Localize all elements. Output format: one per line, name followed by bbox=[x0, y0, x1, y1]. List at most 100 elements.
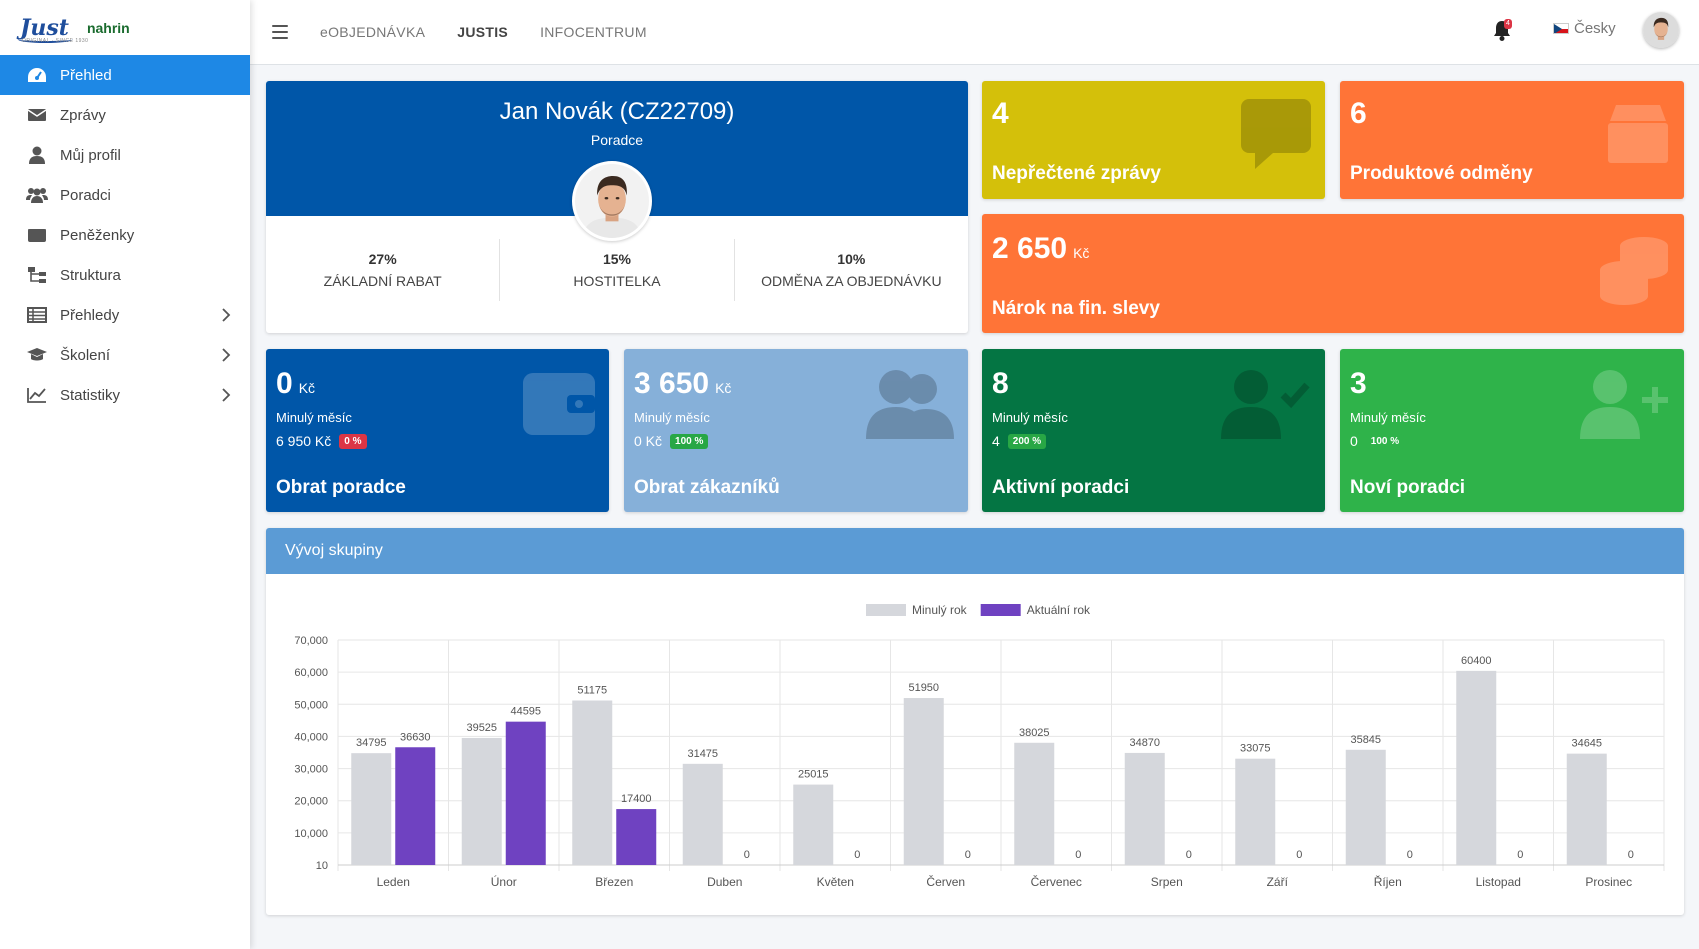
unread-title: Nepřečtené zprávy bbox=[992, 163, 1161, 184]
new-advisors-box[interactable]: 3 Minulý měsíc 0 100 % Noví poradci bbox=[1340, 349, 1684, 512]
customer-turnover-box[interactable]: 3 650 Kč Minulý měsíc 0 Kč 100 % Obrat zák… bbox=[624, 349, 968, 512]
y-tick-label: 60,000 bbox=[294, 667, 328, 679]
group-development-chart: 70,000 60,000 50,000 40,000 30,000 20,000 10,0… bbox=[294, 603, 1665, 889]
discount-value: 2 650 bbox=[992, 232, 1068, 265]
sidebar-item-line-chart[interactable]: Statistiky bbox=[0, 375, 250, 415]
notifications-bell-icon[interactable]: 4 bbox=[1492, 19, 1514, 42]
turnover-value: 0 bbox=[276, 367, 293, 400]
top-link-infocentrum[interactable]: INFOCENTRUM bbox=[540, 24, 647, 40]
customers-pct-badge: 100 % bbox=[670, 433, 709, 449]
bar-last-year bbox=[461, 737, 502, 865]
notifications-count-badge: 4 bbox=[1504, 19, 1512, 29]
turnover-amount: 0 Kč bbox=[276, 367, 315, 401]
legend-swatch bbox=[980, 604, 1021, 616]
users-icon bbox=[866, 370, 954, 439]
data-label: 34870 bbox=[1129, 737, 1160, 749]
active-last: 4 200 % bbox=[992, 433, 1047, 449]
turnover-unit: Kč bbox=[298, 380, 316, 396]
x-tick-label: Únor bbox=[491, 874, 517, 889]
user-avatar[interactable] bbox=[1643, 12, 1679, 48]
product-rewards-box[interactable]: 6 Produktové odměny bbox=[1340, 81, 1684, 199]
financial-discount-box[interactable]: 2 650 Kč Nárok na fin. slevy bbox=[982, 214, 1684, 333]
sidebar-item-wallet[interactable]: Peněženky bbox=[0, 215, 250, 255]
customers-last: 0 Kč 100 % bbox=[634, 433, 709, 449]
data-label: 0 bbox=[1517, 849, 1523, 861]
chevron-right-icon bbox=[218, 347, 234, 363]
turnover-title: Obrat poradce bbox=[276, 477, 406, 498]
new-last: 0 100 % bbox=[1350, 433, 1405, 449]
table-icon bbox=[26, 306, 48, 324]
active-last-label: Minulý měsíc bbox=[992, 410, 1068, 425]
sidebar-item-sitemap[interactable]: Struktura bbox=[0, 255, 250, 295]
top-link-eobjednavka[interactable]: eOBJEDNÁVKA bbox=[320, 24, 426, 40]
bar-last-year bbox=[1456, 670, 1497, 865]
new-title: Noví poradci bbox=[1350, 477, 1466, 498]
turnover-last-label: Minulý měsíc bbox=[276, 410, 352, 425]
data-label: 35845 bbox=[1350, 734, 1381, 746]
sidebar-item-dashboard[interactable]: Přehled bbox=[0, 55, 250, 95]
bar-last-year bbox=[1345, 749, 1386, 865]
sidebar-item-graduation-cap[interactable]: Školení bbox=[0, 335, 250, 375]
data-label: 0 bbox=[1628, 849, 1634, 861]
chart-title: Vývoj skupiny bbox=[266, 528, 1684, 574]
unread-count: 4 bbox=[992, 97, 1009, 130]
x-tick-label: Prosinec bbox=[1585, 875, 1632, 889]
turnover-last: 6 950 Kč 0 % bbox=[276, 433, 367, 449]
sidebar-item-user[interactable]: Můj profil bbox=[0, 135, 250, 175]
brand-logo[interactable]: Just ORIGINAL · SINCE 1930 nahrin bbox=[0, 0, 250, 55]
sidebar-item-label: Struktura bbox=[60, 266, 121, 284]
menu-toggle-icon[interactable] bbox=[272, 25, 288, 39]
data-label: 25015 bbox=[798, 769, 829, 781]
data-label: 0 bbox=[1407, 849, 1413, 861]
data-label: 51175 bbox=[577, 685, 607, 697]
y-tick-label: 20,000 bbox=[294, 796, 328, 808]
x-tick-label: Září bbox=[1267, 875, 1289, 889]
sidebar-item-users[interactable]: Poradci bbox=[0, 175, 250, 215]
bar-last-year bbox=[351, 753, 392, 865]
sidebar-item-label: Statistiky bbox=[60, 386, 121, 404]
y-tick-label: 10 bbox=[316, 860, 328, 872]
active-last-value: 4 bbox=[992, 433, 1000, 449]
group-development-card: Vývoj skupiny 70,000 60,000 50,000 40,000 30… bbox=[266, 528, 1684, 915]
y-tick-label: 40,000 bbox=[294, 731, 328, 743]
profile-name: Jan Novák (CZ22709) bbox=[499, 98, 735, 125]
top-link-justis[interactable]: JUSTIS bbox=[457, 24, 509, 40]
sidebar: Just ORIGINAL · SINCE 1930 nahrin Přehle… bbox=[0, 0, 250, 949]
top-header: eOBJEDNÁVKA JUSTIS INFOCENTRUM 4 Česky bbox=[250, 0, 1699, 65]
advisor-turnover-box[interactable]: 0 Kč Minulý měsíc 6 950 Kč 0 % Obrat porad… bbox=[266, 349, 609, 512]
active-advisors-box[interactable]: 8 Minulý měsíc 4 200 % Aktivní poradci bbox=[982, 349, 1325, 512]
y-tick-label: 70,000 bbox=[294, 635, 328, 647]
legend-label: Aktuální rok bbox=[1027, 603, 1091, 617]
data-label: 39525 bbox=[466, 722, 497, 734]
legend-label: Minulý rok bbox=[912, 603, 968, 617]
bar-last-year bbox=[682, 763, 723, 865]
unread-messages-box[interactable]: 4 Nepřečtené zprávy bbox=[982, 81, 1325, 199]
x-tick-label: Leden bbox=[377, 875, 410, 889]
x-tick-label: Červenec bbox=[1031, 874, 1082, 889]
language-selector[interactable]: Česky bbox=[1553, 20, 1616, 37]
y-tick-label: 30,000 bbox=[294, 764, 328, 776]
sidebar-item-label: Přehledy bbox=[60, 306, 120, 324]
bar-last-year bbox=[1124, 752, 1165, 865]
y-tick-label: 50,000 bbox=[294, 699, 328, 711]
new-count: 3 bbox=[1350, 367, 1367, 400]
x-tick-label: Duben bbox=[707, 875, 742, 889]
sidebar-item-envelope[interactable]: Zprávy bbox=[0, 95, 250, 135]
chevron-right-icon bbox=[218, 387, 234, 403]
users-icon bbox=[26, 186, 48, 204]
graduation-cap-icon bbox=[26, 346, 48, 364]
bar-last-year bbox=[572, 700, 613, 865]
rewards-title: Produktové odměny bbox=[1350, 163, 1533, 184]
stat-label: Hostitelka bbox=[573, 273, 661, 289]
sidebar-item-table[interactable]: Přehledy bbox=[0, 295, 250, 335]
profile-role: Poradce bbox=[590, 132, 644, 148]
data-label: 0 bbox=[744, 849, 750, 861]
sidebar-item-label: Peněženky bbox=[60, 226, 135, 244]
coins-icon bbox=[1600, 237, 1668, 305]
data-label: 51950 bbox=[908, 682, 939, 694]
bar-current-year bbox=[395, 747, 436, 865]
data-label: 31475 bbox=[687, 748, 718, 760]
new-last-label: Minulý měsíc bbox=[1350, 410, 1426, 425]
discount-title: Nárok na fin. slevy bbox=[992, 298, 1160, 319]
profile-stats: 27% Základní rabat 15% Hostitelka 10% Od… bbox=[266, 239, 968, 301]
